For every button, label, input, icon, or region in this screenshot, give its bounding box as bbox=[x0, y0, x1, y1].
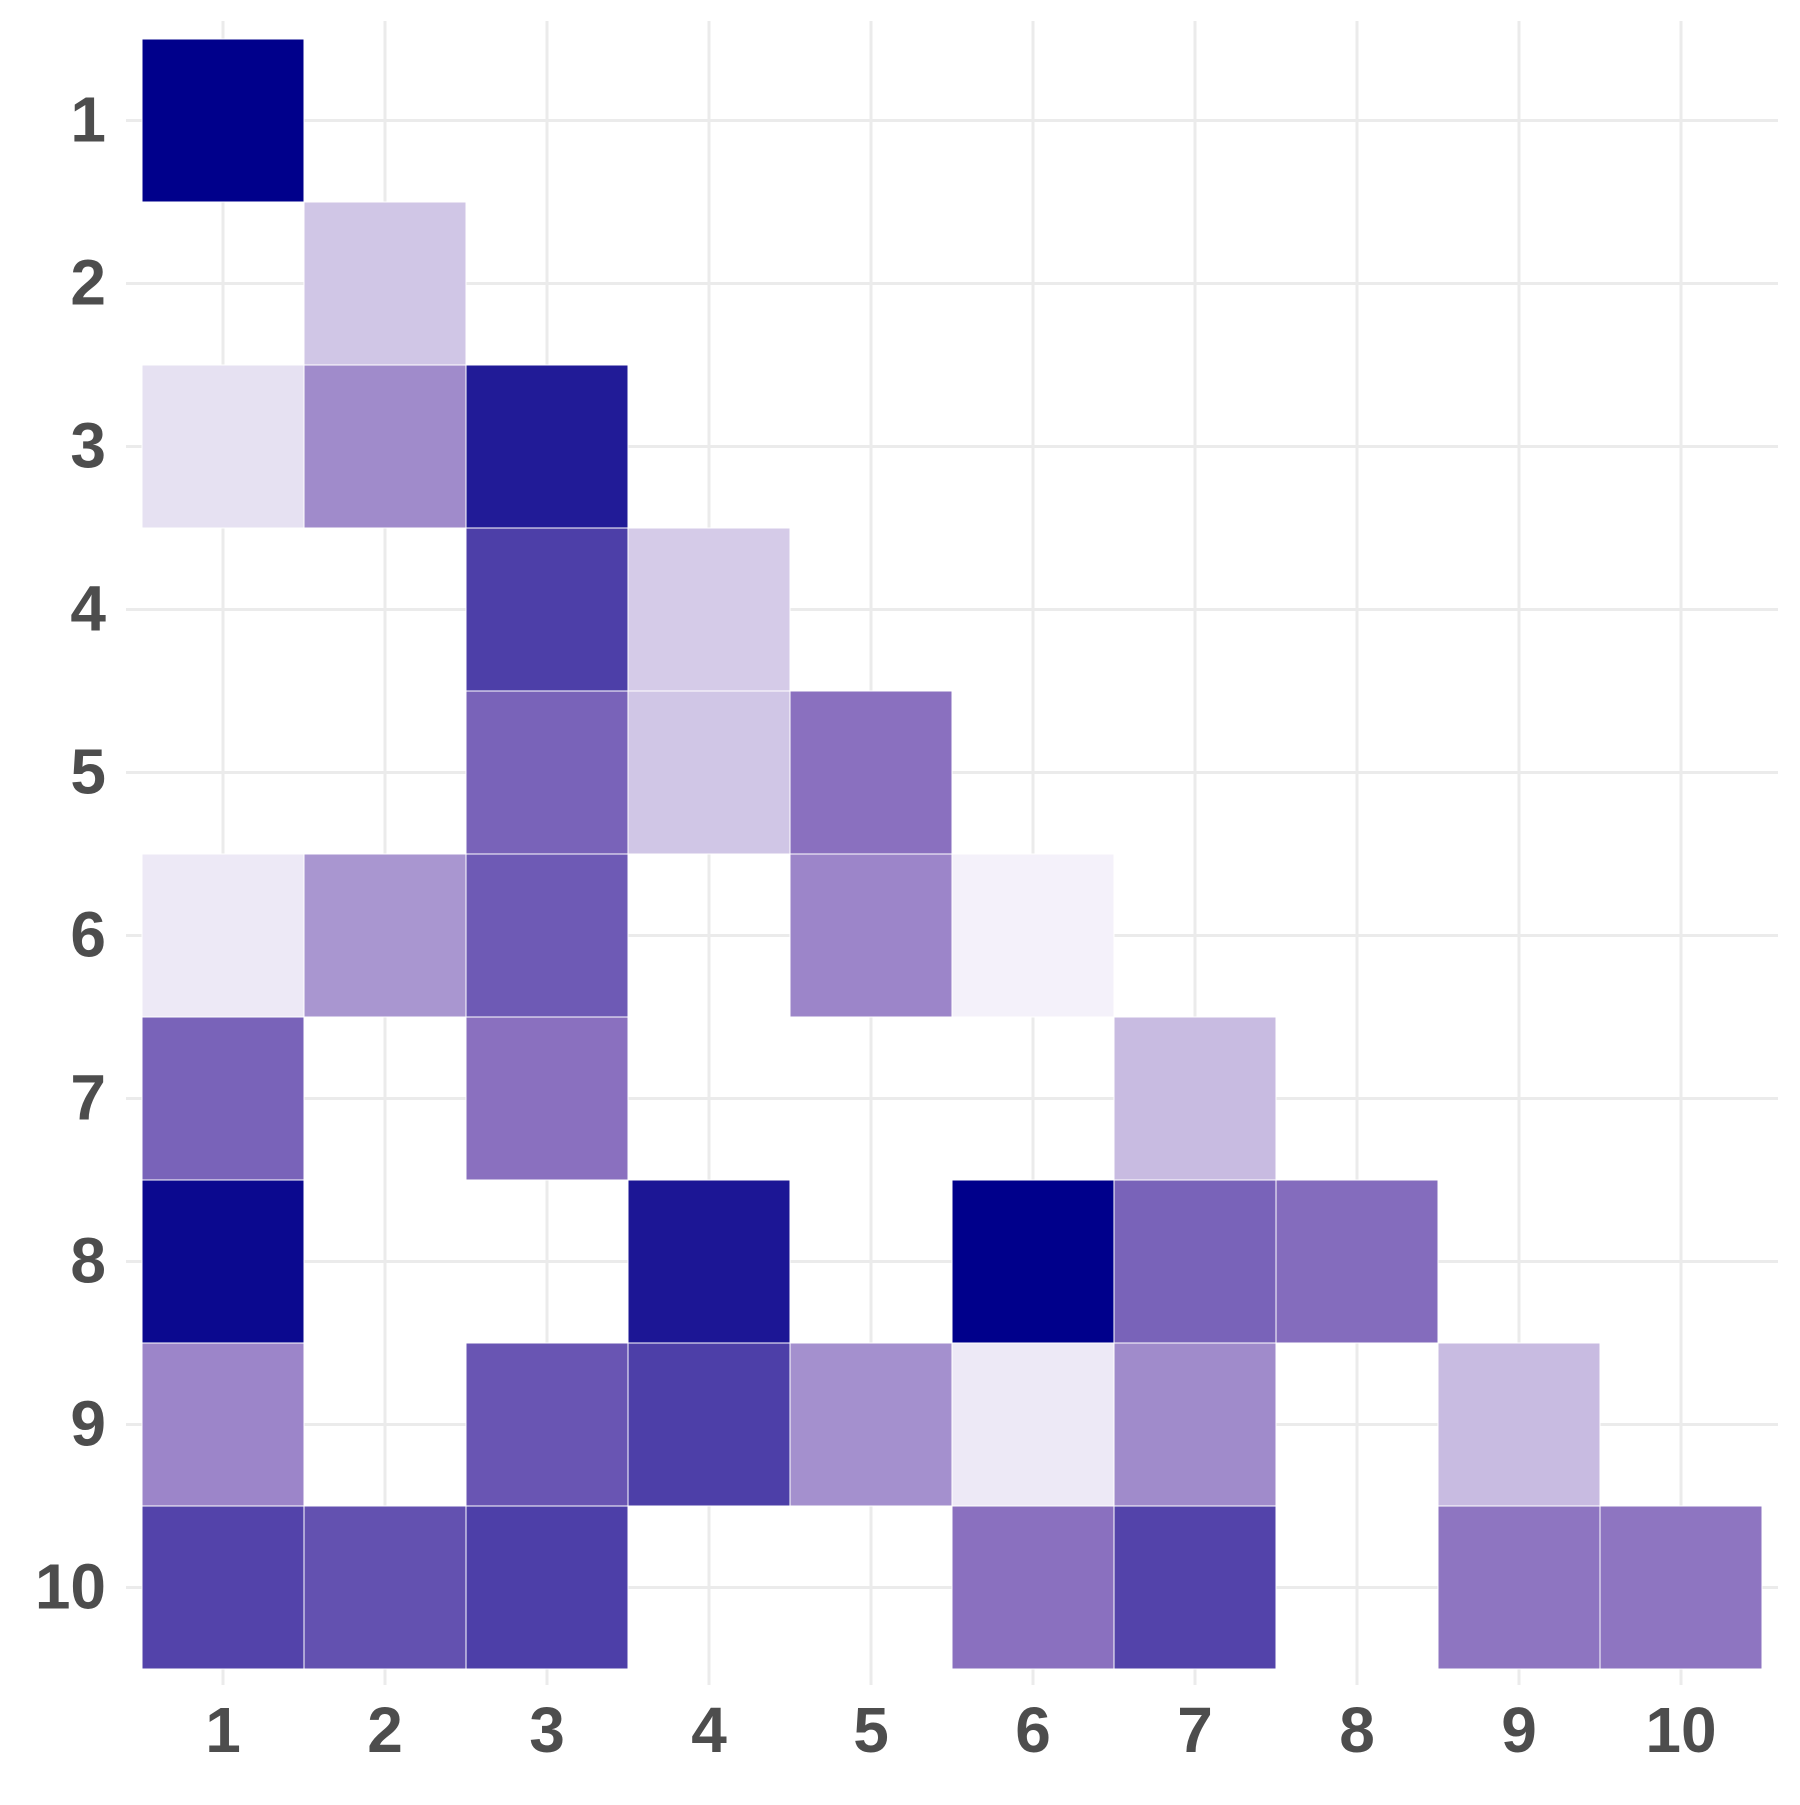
heat-cell bbox=[951, 1505, 1115, 1670]
heat-cell bbox=[627, 527, 791, 692]
heat-cell bbox=[951, 1179, 1115, 1344]
heat-cell bbox=[465, 1016, 629, 1181]
heat-cell bbox=[465, 1342, 629, 1507]
x-tick-label: 1 bbox=[205, 1694, 241, 1766]
y-tick-label: 8 bbox=[70, 1224, 106, 1296]
heat-cell bbox=[141, 853, 305, 1018]
heat-cell bbox=[465, 1505, 629, 1670]
y-tick-label: 4 bbox=[70, 572, 106, 644]
heat-cell bbox=[789, 853, 953, 1018]
heat-cell bbox=[1113, 1505, 1277, 1670]
heat-cell bbox=[141, 1179, 305, 1344]
heat-cell bbox=[141, 364, 305, 529]
heat-cell bbox=[1113, 1342, 1277, 1507]
heat-cell bbox=[1437, 1342, 1601, 1507]
heat-cell bbox=[627, 1342, 791, 1507]
heat-cell bbox=[951, 1342, 1115, 1507]
y-tick-label: 2 bbox=[70, 246, 106, 318]
y-tick-label: 9 bbox=[70, 1387, 106, 1459]
x-tick-label: 10 bbox=[1645, 1694, 1716, 1766]
x-tick-label: 5 bbox=[853, 1694, 889, 1766]
heat-cell bbox=[141, 38, 305, 203]
y-tick-label: 1 bbox=[70, 83, 106, 155]
heat-cell bbox=[465, 364, 629, 529]
y-tick-label: 3 bbox=[70, 409, 106, 481]
y-tick-label: 10 bbox=[35, 1550, 106, 1622]
heat-cell bbox=[1275, 1179, 1439, 1344]
heat-cell bbox=[1113, 1016, 1277, 1181]
y-tick-label: 5 bbox=[70, 735, 106, 807]
heat-cell bbox=[1599, 1505, 1763, 1670]
x-tick-label: 2 bbox=[367, 1694, 403, 1766]
heat-cell bbox=[789, 1342, 953, 1507]
heat-cell bbox=[465, 690, 629, 855]
heat-cell bbox=[1437, 1505, 1601, 1670]
x-tick-label: 9 bbox=[1501, 1694, 1537, 1766]
heat-cell bbox=[1113, 1179, 1277, 1344]
heat-cell bbox=[141, 1505, 305, 1670]
x-tick-label: 8 bbox=[1339, 1694, 1375, 1766]
heat-cell bbox=[303, 201, 467, 366]
y-tick-label: 6 bbox=[70, 898, 106, 970]
heat-cell bbox=[951, 853, 1115, 1018]
x-tick-label: 3 bbox=[529, 1694, 565, 1766]
heat-cell bbox=[303, 1505, 467, 1670]
heat-cell bbox=[303, 364, 467, 529]
heat-cell bbox=[627, 1179, 791, 1344]
heat-cell bbox=[141, 1342, 305, 1507]
heat-cell bbox=[465, 527, 629, 692]
x-tick-label: 6 bbox=[1015, 1694, 1051, 1766]
y-tick-label: 7 bbox=[70, 1061, 106, 1133]
heat-cell bbox=[141, 1016, 305, 1181]
x-tick-label: 7 bbox=[1177, 1694, 1213, 1766]
x-tick-label: 4 bbox=[691, 1694, 727, 1766]
heat-cell bbox=[627, 690, 791, 855]
heat-cell bbox=[303, 853, 467, 1018]
heat-cell bbox=[465, 853, 629, 1018]
heat-cell bbox=[789, 690, 953, 855]
